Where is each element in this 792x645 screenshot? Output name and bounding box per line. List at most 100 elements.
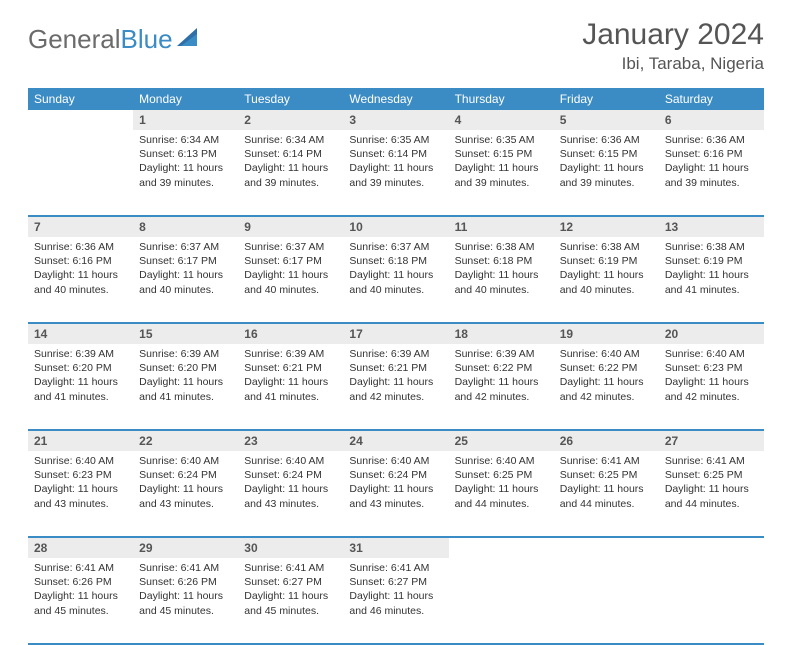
sunrise-line: Sunrise: 6:39 AM	[244, 347, 337, 361]
day-details: Sunrise: 6:40 AMSunset: 6:23 PMDaylight:…	[659, 344, 764, 410]
daylight-line: Daylight: 11 hours and 42 minutes.	[455, 375, 548, 403]
day-number: 10	[343, 217, 448, 237]
daylight-line: Daylight: 11 hours and 43 minutes.	[244, 482, 337, 510]
daylight-line: Daylight: 11 hours and 44 minutes.	[665, 482, 758, 510]
daylight-line: Daylight: 11 hours and 44 minutes.	[560, 482, 653, 510]
day-number: 6	[659, 110, 764, 130]
day-cell: Sunrise: 6:40 AMSunset: 6:24 PMDaylight:…	[343, 451, 448, 537]
daynum-cell: 9	[238, 216, 343, 237]
sunrise-line: Sunrise: 6:37 AM	[244, 240, 337, 254]
day-cell: Sunrise: 6:38 AMSunset: 6:19 PMDaylight:…	[554, 237, 659, 323]
day-number: 4	[449, 110, 554, 130]
daynum-cell: 22	[133, 430, 238, 451]
col-saturday: Saturday	[659, 88, 764, 110]
week-row: Sunrise: 6:39 AM Sunset: 6:20 PM Daylight:…	[28, 344, 764, 430]
day-number: 29	[133, 538, 238, 558]
daynum-cell: 17	[343, 323, 448, 344]
day-number: 2	[238, 110, 343, 130]
day-details: Sunrise: 6:40 AMSunset: 6:25 PMDaylight:…	[449, 451, 554, 517]
sunset-line: Sunset: 6:25 PM	[665, 468, 758, 482]
day-details: Sunrise: 6:40 AMSunset: 6:24 PMDaylight:…	[238, 451, 343, 517]
daylight-line: Daylight: 11 hours and 46 minutes.	[349, 589, 442, 617]
daynum-cell	[659, 537, 764, 558]
day-details: Sunrise: 6:39 AMSunset: 6:21 PMDaylight:…	[238, 344, 343, 410]
sunset-line: Sunset: 6:21 PM	[244, 361, 337, 375]
day-cell: Sunrise: 6:41 AMSunset: 6:27 PMDaylight:…	[343, 558, 448, 644]
sunrise-line: Sunrise: 6:34 AM	[139, 133, 232, 147]
sunset-line: Sunset: 6:13 PM	[139, 147, 232, 161]
sunset-line: Sunset: 6:17 PM	[244, 254, 337, 268]
sunrise-line: Sunrise: 6:40 AM	[139, 454, 232, 468]
daylight-line: Daylight: 11 hours and 40 minutes.	[560, 268, 653, 296]
sunrise-line: Sunrise: 6:40 AM	[665, 347, 758, 361]
sunset-line: Sunset: 6:23 PM	[665, 361, 758, 375]
daynum-cell: 25	[449, 430, 554, 451]
location: Ibi, Taraba, Nigeria	[582, 54, 764, 74]
day-number: 20	[659, 324, 764, 344]
week-row: Sunrise: 6:34 AMSunset: 6:13 PMDaylight:…	[28, 130, 764, 216]
day-cell: Sunrise: 6:41 AMSunset: 6:25 PMDaylight:…	[659, 451, 764, 537]
sunrise-line: Sunrise: 6:36 AM	[665, 133, 758, 147]
daylight-line: Daylight: 11 hours and 42 minutes.	[665, 375, 758, 403]
daynum-row: 21222324252627	[28, 430, 764, 451]
daynum-cell	[28, 110, 133, 130]
sunset-line: Sunset: 6:18 PM	[349, 254, 442, 268]
daynum-cell: 30	[238, 537, 343, 558]
sunrise-line: Sunrise: 6:41 AM	[349, 561, 442, 575]
day-details: Sunrise: 6:40 AMSunset: 6:23 PMDaylight:…	[28, 451, 133, 517]
sunset-line: Sunset: 6:19 PM	[560, 254, 653, 268]
day-number: 31	[343, 538, 448, 558]
daylight-line: Daylight: 11 hours and 40 minutes.	[34, 268, 127, 296]
day-number: 16	[238, 324, 343, 344]
day-details: Sunrise: 6:40 AMSunset: 6:22 PMDaylight:…	[554, 344, 659, 410]
daynum-row: 28293031	[28, 537, 764, 558]
day-details: Sunrise: 6:38 AMSunset: 6:19 PMDaylight:…	[554, 237, 659, 303]
day-number: 18	[449, 324, 554, 344]
daynum-row: 78910111213	[28, 216, 764, 237]
day-details: Sunrise: 6:34 AMSunset: 6:14 PMDaylight:…	[238, 130, 343, 196]
day-details: Sunrise: 6:37 AMSunset: 6:17 PMDaylight:…	[133, 237, 238, 303]
day-cell: Sunrise: 6:36 AMSunset: 6:16 PMDaylight:…	[659, 130, 764, 216]
day-details: Sunrise: 6:41 AMSunset: 6:27 PMDaylight:…	[238, 558, 343, 624]
day-details: Sunrise: 6:38 AMSunset: 6:19 PMDaylight:…	[659, 237, 764, 303]
day-cell: Sunrise: 6:36 AMSunset: 6:16 PMDaylight:…	[28, 237, 133, 323]
daynum-cell: 20	[659, 323, 764, 344]
daynum-cell: 26	[554, 430, 659, 451]
daylight-line: Daylight: 11 hours and 45 minutes.	[244, 589, 337, 617]
daynum-cell: 12	[554, 216, 659, 237]
daylight-line: Daylight: 11 hours and 45 minutes.	[139, 589, 232, 617]
day-number: 9	[238, 217, 343, 237]
day-details: Sunrise: 6:39 AMSunset: 6:22 PMDaylight:…	[449, 344, 554, 410]
day-cell: Sunrise: 6:40 AMSunset: 6:23 PMDaylight:…	[659, 344, 764, 430]
day-cell: Sunrise: 6:40 AMSunset: 6:22 PMDaylight:…	[554, 344, 659, 430]
sunrise-line: Sunrise: 6:41 AM	[139, 561, 232, 575]
day-number: 22	[133, 431, 238, 451]
sunset-line: Sunset: 6:15 PM	[560, 147, 653, 161]
daynum-cell: 3	[343, 110, 448, 130]
sunrise-line: Sunrise: 6:40 AM	[455, 454, 548, 468]
day-cell: Sunrise: 6:40 AMSunset: 6:24 PMDaylight:…	[133, 451, 238, 537]
sunset-line: Sunset: 6:20 PM	[139, 361, 232, 375]
logo-sail-icon	[177, 26, 203, 53]
sunrise-line: Sunrise: 6:38 AM	[665, 240, 758, 254]
day-cell: Sunrise: 6:39 AMSunset: 6:21 PMDaylight:…	[238, 344, 343, 430]
daynum-cell: 31	[343, 537, 448, 558]
day-cell: Sunrise: 6:39 AMSunset: 6:20 PMDaylight:…	[133, 344, 238, 430]
day-details: Sunrise: 6:36 AMSunset: 6:16 PMDaylight:…	[659, 130, 764, 196]
sunrise-line: Sunrise: 6:36 AM	[34, 240, 127, 254]
day-details: Sunrise: 6:39 AMSunset: 6:20 PMDaylight:…	[133, 344, 238, 410]
daylight-line: Daylight: 11 hours and 44 minutes.	[455, 482, 548, 510]
header: GeneralBlue January 2024 Ibi, Taraba, Ni…	[28, 18, 764, 74]
day-details: Sunrise: 6:41 AMSunset: 6:27 PMDaylight:…	[343, 558, 448, 624]
sunrise-line: Sunrise: 6:40 AM	[34, 454, 127, 468]
day-cell: Sunrise: 6:41 AMSunset: 6:25 PMDaylight:…	[554, 451, 659, 537]
daynum-cell: 6	[659, 110, 764, 130]
day-number: 28	[28, 538, 133, 558]
daylight-line: Daylight: 11 hours and 40 minutes.	[139, 268, 232, 296]
day-number: 23	[238, 431, 343, 451]
daynum-cell: 1	[133, 110, 238, 130]
logo-part1: General	[28, 24, 121, 54]
logo-text: GeneralBlue	[28, 24, 173, 55]
calendar-body: 123456Sunrise: 6:34 AMSunset: 6:13 PMDay…	[28, 110, 764, 644]
day-number: 12	[554, 217, 659, 237]
